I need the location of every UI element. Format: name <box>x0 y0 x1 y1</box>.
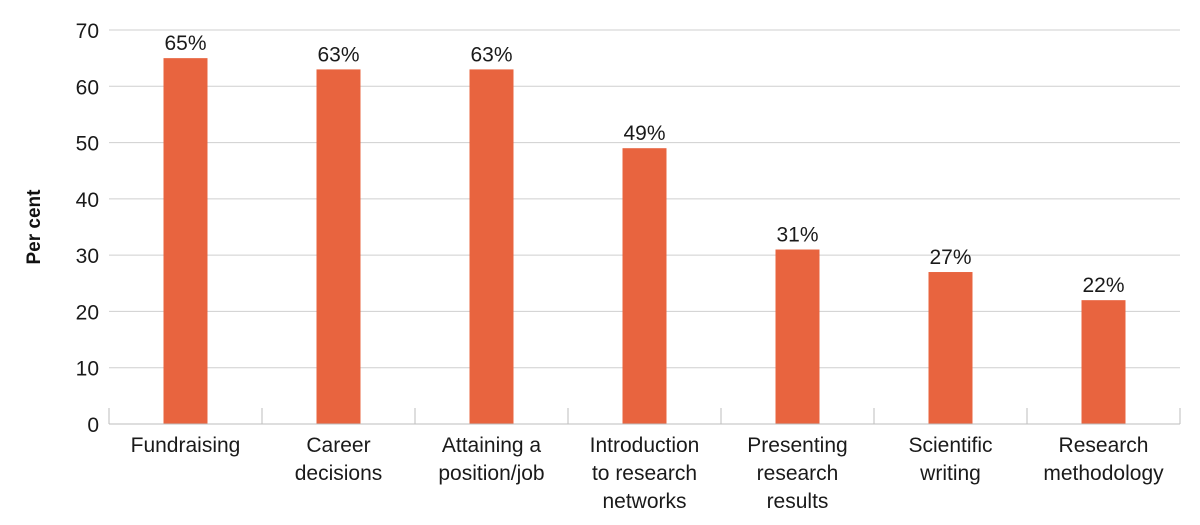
y-tick-label: 60 <box>76 76 99 99</box>
y-tick-label: 40 <box>76 189 99 212</box>
data-labels: 65% 63% 63% 49% 31% 27% 22% <box>164 32 1124 297</box>
bar <box>928 272 973 424</box>
bar <box>163 58 208 425</box>
y-tick-label: 30 <box>76 245 99 268</box>
y-tick-label: 10 <box>76 358 99 381</box>
category-label: Fundraising <box>131 434 241 457</box>
category-label: Career decisions <box>295 434 383 485</box>
bar <box>316 69 361 425</box>
y-axis-label: Per cent <box>24 189 45 265</box>
bar <box>469 69 514 425</box>
y-tick-label: 70 <box>76 20 99 43</box>
y-tick-label: 0 <box>87 414 99 437</box>
bar <box>1081 300 1126 424</box>
y-tick-label: 50 <box>76 133 99 156</box>
category-label: Presenting research results <box>747 434 847 513</box>
category-label: Attaining a position/job <box>438 434 544 485</box>
data-label: 63% <box>317 43 359 66</box>
category-label: Research methodology <box>1043 434 1164 485</box>
data-label: 27% <box>929 246 971 269</box>
data-label: 65% <box>164 32 206 55</box>
x-axis <box>108 408 1181 425</box>
y-axis-ticks: 0 10 20 30 40 50 60 70 <box>76 20 99 437</box>
bar <box>622 148 667 424</box>
y-tick-label: 20 <box>76 301 99 324</box>
category-label: Introduction to research networks <box>590 434 700 513</box>
category-label: Scientific writing <box>908 434 992 485</box>
category-labels: Fundraising Career decisions Attaining a pos… <box>131 434 1164 513</box>
bars <box>163 58 1126 425</box>
data-label: 63% <box>470 43 512 66</box>
data-label: 22% <box>1082 274 1124 297</box>
data-label: 49% <box>623 122 665 145</box>
data-label: 31% <box>776 224 818 247</box>
bar <box>775 249 820 424</box>
